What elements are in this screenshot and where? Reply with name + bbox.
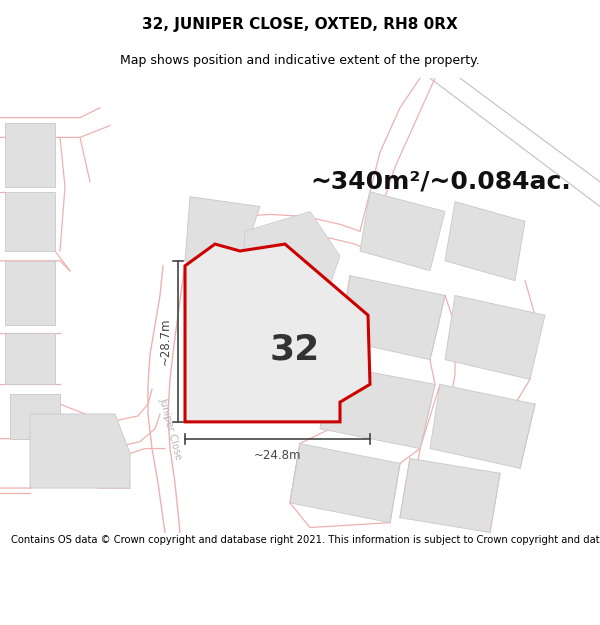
Polygon shape — [445, 296, 545, 379]
Polygon shape — [360, 192, 445, 271]
Polygon shape — [5, 122, 55, 187]
Polygon shape — [240, 211, 340, 343]
Polygon shape — [290, 444, 400, 522]
Text: 32, JUNIPER CLOSE, OXTED, RH8 0RX: 32, JUNIPER CLOSE, OXTED, RH8 0RX — [142, 18, 458, 32]
Text: ~28.7m: ~28.7m — [159, 318, 172, 365]
Polygon shape — [5, 192, 55, 251]
Polygon shape — [340, 276, 445, 359]
Polygon shape — [30, 414, 130, 488]
Polygon shape — [5, 261, 55, 325]
Polygon shape — [430, 384, 535, 468]
Text: Contains OS data © Crown copyright and database right 2021. This information is : Contains OS data © Crown copyright and d… — [11, 535, 600, 545]
Polygon shape — [320, 364, 435, 449]
Text: 32: 32 — [270, 332, 320, 367]
Polygon shape — [400, 458, 500, 532]
Text: Juniper Close: Juniper Close — [158, 397, 184, 461]
Polygon shape — [5, 333, 55, 384]
Polygon shape — [185, 244, 370, 422]
Text: Map shows position and indicative extent of the property.: Map shows position and indicative extent… — [120, 54, 480, 68]
Text: ~24.8m: ~24.8m — [254, 449, 301, 461]
Text: ~340m²/~0.084ac.: ~340m²/~0.084ac. — [310, 170, 571, 194]
Polygon shape — [445, 202, 525, 281]
Polygon shape — [185, 197, 260, 266]
Polygon shape — [10, 394, 60, 439]
